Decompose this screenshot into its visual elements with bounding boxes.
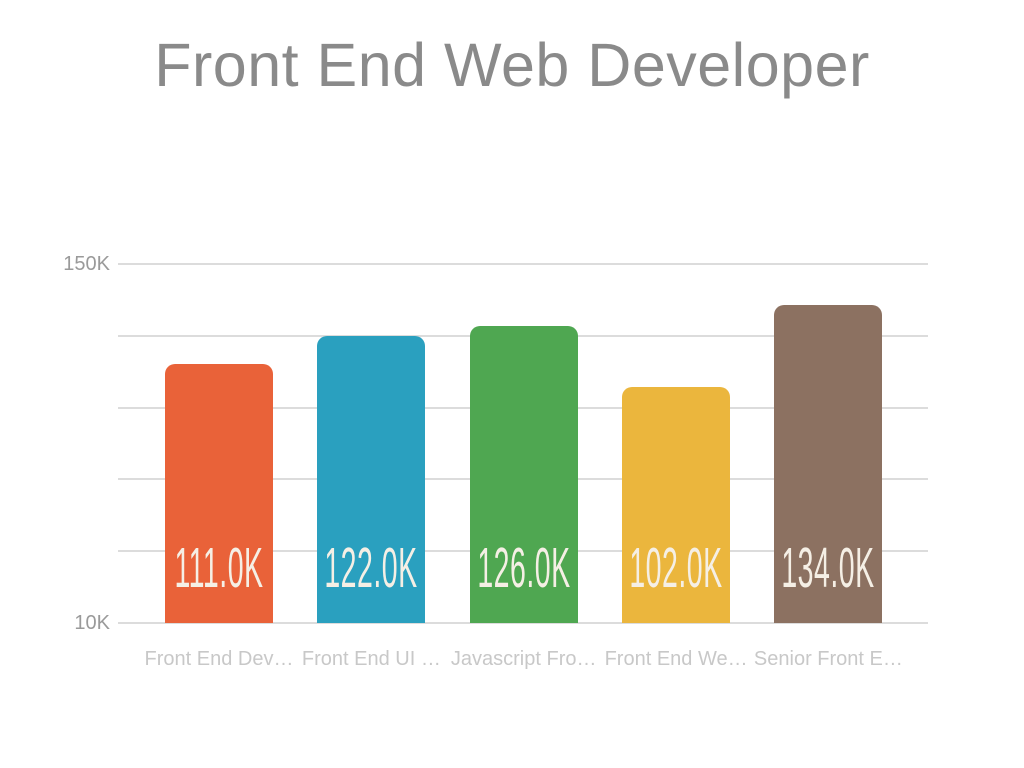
- gridline: [118, 622, 928, 624]
- bar-value-label: 102.0K: [629, 535, 723, 600]
- bar-value-label: 111.0K: [174, 535, 264, 600]
- x-axis-label: Javascript Fro…: [450, 648, 597, 670]
- chart-bar: 122.0K: [317, 335, 426, 623]
- gridline: [118, 263, 928, 265]
- chart-bar: 134.0K: [774, 305, 883, 623]
- x-axis-label: Senior Front E…: [753, 648, 903, 670]
- chart-bar: 111.0K: [165, 364, 273, 623]
- bar-value-label: 126.0K: [477, 535, 571, 600]
- x-axis-label: Front End UI …: [301, 648, 441, 670]
- chart-bar: 126.0K: [469, 325, 578, 623]
- y-axis-label: 150K: [63, 253, 110, 275]
- y-axis-label: 10K: [74, 612, 110, 634]
- x-axis-label: Front End We…: [604, 648, 748, 670]
- chart-bar: 102.0K: [622, 387, 731, 623]
- x-axis-label: Front End Dev…: [144, 648, 294, 670]
- chart-title: Front End Web Developer: [154, 31, 870, 99]
- bar-value-label: 134.0K: [781, 535, 876, 600]
- bar-value-label: 122.0K: [324, 535, 419, 600]
